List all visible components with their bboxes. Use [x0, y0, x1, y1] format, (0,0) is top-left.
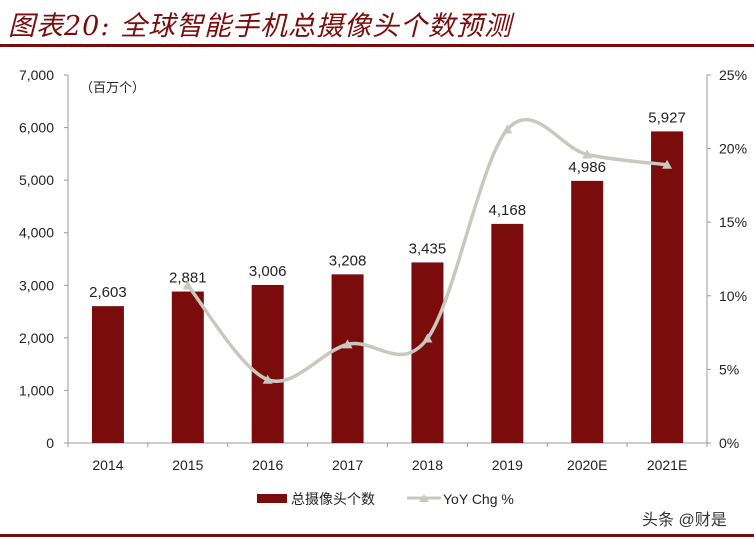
right-tick-label: 20% — [719, 141, 747, 157]
bar — [251, 284, 284, 443]
legend-marker — [419, 494, 429, 502]
bar-data-label: 4,986 — [568, 159, 606, 176]
bar-data-label: 5,927 — [648, 109, 686, 126]
left-tick-label: 7,000 — [19, 67, 54, 83]
x-tick-label: 2021E — [647, 457, 687, 473]
left-tick-label: 3,000 — [19, 277, 54, 293]
right-tick-label: 25% — [719, 67, 747, 83]
legend-swatch-bar — [257, 494, 287, 503]
x-tick-label: 2015 — [172, 457, 203, 473]
bar — [91, 306, 124, 443]
bar — [171, 291, 204, 443]
watermark: 头条 @财是 — [642, 512, 727, 529]
legend-label-bar: 总摄像头个数 — [291, 492, 375, 508]
bar — [491, 223, 524, 443]
yoy-marker — [582, 149, 593, 159]
bottom-rule — [0, 534, 754, 537]
x-tick-label: 2016 — [252, 457, 283, 473]
title-rule — [0, 44, 754, 47]
bar — [411, 262, 444, 443]
left-tick-label: 2,000 — [19, 330, 54, 346]
yoy-marker — [182, 280, 193, 290]
bar — [331, 274, 364, 443]
bar-data-label: 4,168 — [489, 202, 527, 219]
x-tick-label: 2014 — [92, 457, 123, 473]
x-tick-label: 2019 — [492, 457, 523, 473]
yoy-marker — [662, 159, 673, 169]
unit-note: （百万个） — [80, 81, 145, 96]
x-tick-label: 2018 — [412, 457, 443, 473]
left-tick-label: 4,000 — [19, 225, 54, 241]
bar-data-label: 3,006 — [249, 263, 287, 280]
left-tick-label: 6,000 — [19, 120, 54, 136]
bar — [651, 131, 684, 443]
left-tick-label: 0 — [46, 435, 54, 451]
bar — [571, 180, 604, 444]
x-tick-label: 2017 — [332, 457, 363, 473]
bar-data-label: 3,208 — [329, 252, 367, 269]
x-tick-label: 2020E — [567, 457, 607, 473]
bar-data-label: 2,881 — [169, 270, 207, 287]
yoy-marker — [422, 333, 433, 343]
right-tick-label: 15% — [719, 214, 747, 230]
right-tick-label: 0% — [719, 435, 739, 451]
bar-data-label: 3,435 — [409, 240, 447, 257]
yoy-marker — [502, 124, 513, 134]
legend-label-line: YoY Chg % — [443, 491, 514, 507]
figure-title: 图表20: 全球智能手机总摄像头个数预测 — [8, 11, 513, 42]
right-tick-label: 10% — [719, 288, 747, 304]
bar-data-label: 2,603 — [89, 284, 127, 301]
yoy-marker — [262, 374, 273, 384]
yoy-marker — [342, 339, 353, 349]
left-tick-label: 5,000 — [19, 172, 54, 188]
left-tick-label: 1,000 — [19, 382, 54, 398]
right-tick-label: 5% — [719, 361, 739, 377]
